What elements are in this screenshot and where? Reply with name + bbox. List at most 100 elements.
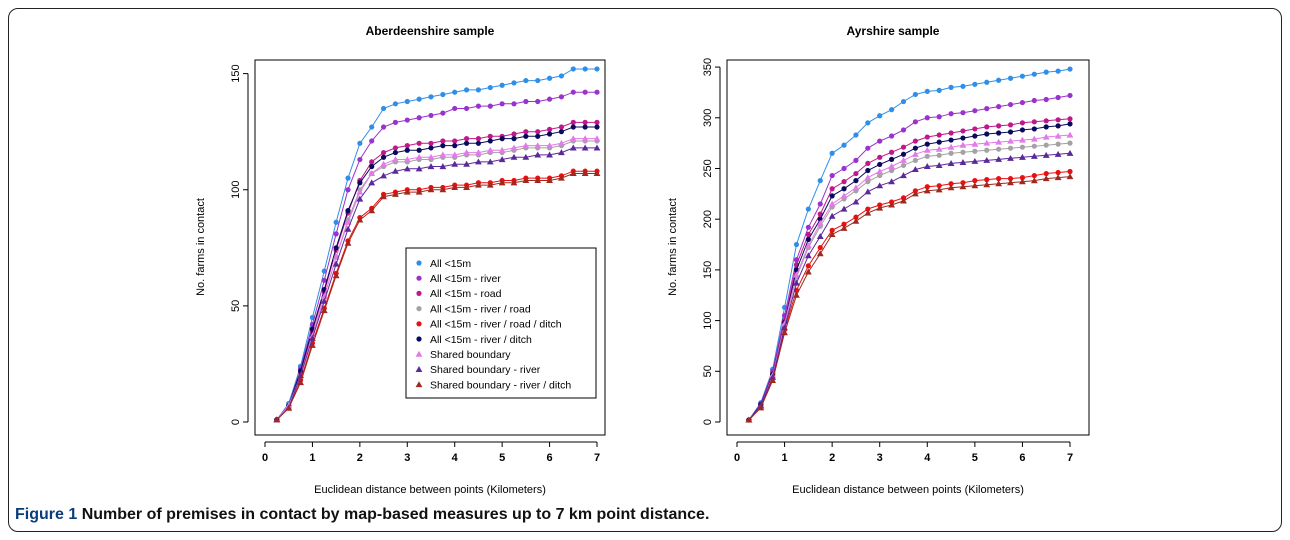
data-point [511, 101, 517, 107]
data-point [948, 137, 954, 143]
data-point [332, 272, 340, 279]
data-point [1007, 179, 1014, 186]
data-point [558, 149, 565, 156]
data-point [984, 131, 990, 137]
data-point [345, 187, 351, 193]
data-point [380, 105, 387, 112]
data-point [984, 147, 990, 153]
legend-label: All <15m - river / ditch [430, 334, 532, 346]
data-point [912, 91, 918, 98]
data-point [947, 184, 955, 191]
data-point [984, 177, 990, 183]
data-point [911, 166, 919, 173]
data-point [1019, 120, 1026, 126]
data-point [581, 170, 589, 177]
data-point [996, 77, 1002, 83]
data-point [333, 231, 339, 237]
data-point [912, 119, 918, 125]
data-point [344, 218, 352, 225]
data-point [463, 160, 470, 167]
legend-box [405, 247, 597, 399]
data-point [840, 192, 848, 199]
data-point [816, 250, 824, 257]
data-point [841, 142, 847, 148]
x-tick-label: 3 [877, 452, 883, 464]
data-point [1007, 101, 1014, 108]
data-point [960, 149, 966, 155]
data-point [498, 179, 506, 186]
data-point [889, 167, 895, 174]
data-point [357, 140, 363, 146]
data-point [1031, 97, 1037, 104]
data-point [972, 148, 978, 154]
series-line [748, 68, 1071, 421]
series-group [273, 66, 601, 423]
data-point [1043, 170, 1049, 177]
x-tick-label: 3 [404, 452, 410, 464]
data-point [1042, 175, 1050, 182]
data-point [924, 141, 930, 147]
data-point [1019, 136, 1026, 143]
data-point [853, 178, 859, 184]
data-point [321, 277, 327, 283]
legend-label: All <15m [430, 258, 471, 270]
legend-label: Shared boundary - river [430, 364, 541, 376]
data-point [510, 153, 518, 160]
data-point [900, 151, 907, 157]
data-point [1043, 96, 1049, 103]
data-point [333, 245, 339, 251]
data-point [888, 178, 896, 185]
data-point [805, 236, 811, 243]
data-point [463, 140, 470, 146]
data-point [1043, 69, 1049, 75]
x-tick-label: 0 [734, 452, 740, 464]
data-point [1007, 137, 1014, 144]
x-tick-label: 7 [1067, 452, 1073, 464]
data-point [510, 144, 518, 151]
data-point [1054, 150, 1062, 157]
series-line [748, 176, 1071, 421]
data-point [1055, 169, 1061, 176]
data-point [935, 186, 943, 193]
data-point [593, 144, 601, 151]
data-point [971, 157, 979, 164]
data-point [1031, 172, 1037, 179]
caption-text: Number of premises in contact by map-bas… [81, 506, 710, 523]
data-point [793, 271, 800, 278]
data-point [769, 377, 777, 383]
data-point [1054, 132, 1062, 139]
series-line [276, 68, 597, 420]
data-point [546, 142, 553, 149]
data-point [1066, 173, 1074, 180]
data-point [452, 89, 458, 95]
data-point [593, 170, 601, 177]
data-point [995, 155, 1003, 162]
data-point [463, 136, 470, 142]
y-tick-label: 0 [230, 419, 242, 425]
data-point [912, 138, 918, 144]
data-point [912, 157, 918, 163]
data-point [356, 188, 364, 195]
data-point [416, 147, 422, 153]
data-point [428, 112, 434, 119]
series-line [276, 173, 597, 421]
data-point [344, 225, 352, 232]
y-axis-label: No. farms in contact [195, 198, 207, 296]
data-point [935, 162, 943, 168]
data-point [912, 145, 918, 151]
data-point [829, 172, 835, 179]
data-point [876, 168, 884, 175]
data-point [983, 139, 991, 146]
data-point [888, 201, 896, 208]
data-point [972, 133, 978, 139]
data-point [403, 156, 411, 163]
legend-marker [416, 336, 422, 342]
data-point [852, 217, 860, 224]
legend-label: All <15m - river / road / ditch [430, 319, 562, 331]
data-point [924, 153, 930, 159]
data-point [996, 130, 1002, 136]
data-point [828, 230, 836, 237]
data-point [948, 181, 954, 187]
data-point [582, 66, 588, 72]
